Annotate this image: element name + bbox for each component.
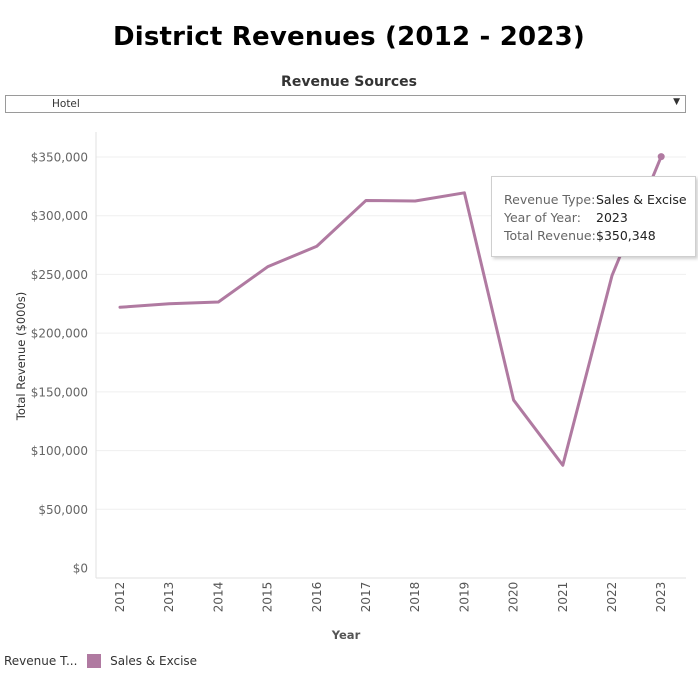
line-chart: $0 $50,000 $100,000 $150,000 $200,000 $250,00… — [14, 132, 686, 642]
y-tick-label: $300,000 — [31, 209, 88, 223]
x-tick-label: 2014 — [211, 582, 225, 613]
dropdown-selected-value: Hotel — [52, 98, 80, 110]
tooltip-value: Sales & Excise — [596, 192, 687, 207]
data-point[interactable] — [315, 244, 319, 248]
data-point[interactable] — [610, 274, 614, 278]
data-point[interactable] — [462, 191, 466, 195]
data-point[interactable] — [561, 463, 565, 467]
legend-swatch[interactable] — [87, 653, 102, 668]
x-tick-label: 2019 — [457, 582, 471, 613]
highlighted-data-point[interactable] — [657, 153, 665, 161]
legend-title: Revenue T... — [4, 653, 78, 668]
series-lines — [118, 155, 663, 467]
x-axis-tick-labels: 2012 2013 2014 2015 2016 2017 2018 2019 2020 2021… — [113, 582, 668, 613]
chevron-down-icon[interactable]: ▼ — [673, 97, 680, 107]
data-point[interactable] — [216, 300, 220, 304]
data-point[interactable] — [364, 198, 368, 202]
legend-item-label[interactable]: Sales & Excise — [110, 653, 198, 668]
revenue-source-dropdown[interactable]: Hotel ▼ — [5, 95, 686, 113]
x-tick-label: 2013 — [162, 582, 176, 613]
y-tick-label: $350,000 — [31, 151, 88, 165]
y-tick-label: $150,000 — [31, 385, 88, 399]
tooltip-row-revenue: Total Revenue:$350,348 — [504, 227, 695, 245]
x-tick-label: 2020 — [507, 582, 521, 613]
tooltip-value: $350,348 — [596, 228, 656, 243]
gridlines — [96, 156, 686, 510]
data-points[interactable] — [118, 153, 665, 467]
x-tick-label: 2017 — [359, 582, 373, 613]
y-tick-label: $200,000 — [31, 327, 88, 341]
data-point[interactable] — [167, 302, 171, 306]
data-point[interactable] — [413, 199, 417, 203]
x-tick-label: 2016 — [310, 582, 324, 613]
data-point[interactable] — [512, 398, 516, 402]
tooltip-row-type: Revenue Type:Sales & Excise — [504, 191, 695, 209]
chart-legend: Revenue T... Sales & Excise — [4, 653, 197, 668]
y-tick-label: $100,000 — [31, 444, 88, 458]
x-tick-label: 2018 — [408, 582, 422, 613]
x-axis-label: Year — [331, 628, 361, 642]
x-tick-label: 2021 — [556, 582, 570, 613]
filter-label: Revenue Sources — [281, 74, 417, 90]
data-tooltip: Revenue Type:Sales & Excise Year of Year… — [491, 176, 696, 257]
series-line[interactable] — [118, 155, 663, 467]
tooltip-key: Year of Year: — [504, 210, 581, 225]
y-tick-label: $250,000 — [31, 268, 88, 282]
y-axis-label: Total Revenue ($000s) — [14, 292, 28, 421]
data-point[interactable] — [118, 305, 122, 309]
x-tick-label: 2022 — [605, 582, 619, 613]
tooltip-key: Revenue Type: — [504, 192, 596, 207]
x-tick-label: 2012 — [113, 582, 127, 613]
x-tick-label: 2015 — [261, 582, 275, 613]
y-axis-tick-labels: $0 $50,000 $100,000 $150,000 $200,000 $250,00… — [31, 151, 88, 576]
data-point[interactable] — [266, 265, 270, 269]
tooltip-key: Total Revenue: — [504, 228, 596, 243]
dashboard-title: District Revenues (2012 - 2023) — [112, 22, 586, 52]
y-tick-label: $50,000 — [38, 503, 88, 517]
y-tick-label: $0 — [73, 562, 88, 576]
tooltip-row-year: Year of Year: 2023 — [504, 209, 695, 227]
x-tick-label: 2023 — [654, 582, 668, 613]
tooltip-value: 2023 — [596, 210, 628, 225]
axes — [95, 132, 686, 579]
